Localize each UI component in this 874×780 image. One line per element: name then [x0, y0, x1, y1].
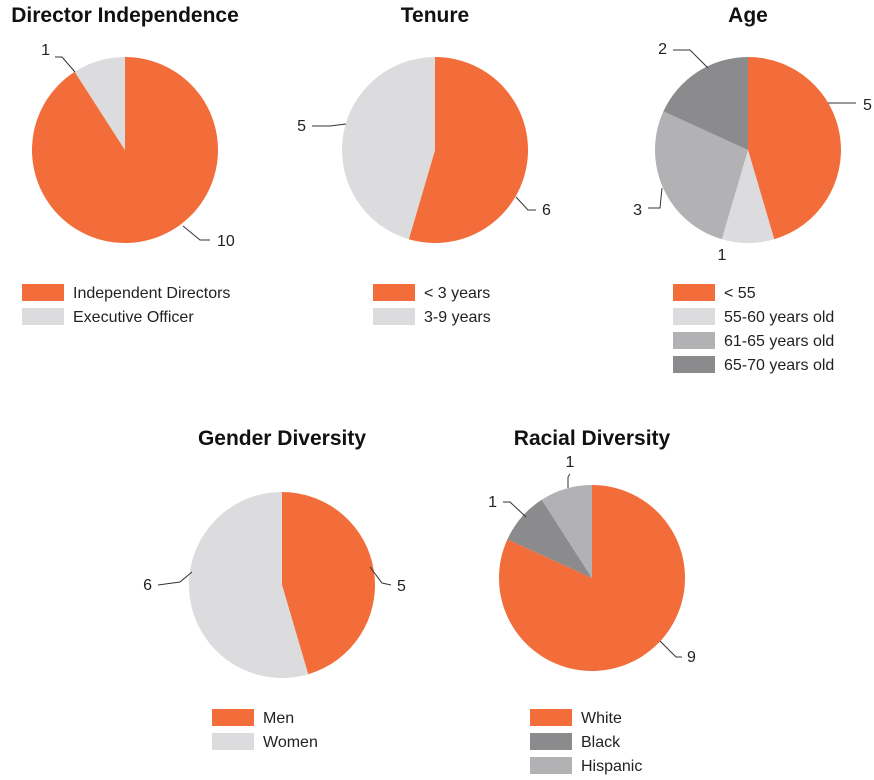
director-independence-legend-label-executive-officer: Executive Officer: [73, 309, 194, 326]
age-title: Age: [728, 4, 768, 27]
racial-diversity-leader-black: [503, 501, 527, 518]
director-independence-value-label-executive-officer: 1: [41, 42, 50, 59]
director-independence-legend-swatch-independent-directors: [22, 284, 64, 301]
racial-diversity-leader-hispanic: [567, 473, 571, 488]
director-independence-legend: Independent Directors Executive Officer: [22, 284, 230, 326]
age-value-label-65-70-years-old: 2: [658, 41, 667, 58]
director-independence-slice-executive-officer: [74, 57, 125, 150]
gender-diversity-legend-label-women: Women: [263, 734, 318, 751]
racial-diversity-slice-hispanic: [541, 485, 592, 578]
age-leader-65-70-years-old: [673, 49, 709, 69]
age-value-label-55: 5: [863, 97, 872, 114]
gender-diversity-value-label-men: 5: [397, 578, 406, 595]
director-independence-legend-swatch-executive-officer: [22, 308, 64, 325]
racial-diversity-slice-white: [498, 485, 685, 671]
racial-diversity-value-label-black: 1: [488, 494, 497, 511]
gender-diversity-slice-women: [188, 492, 309, 678]
tenure-legend-label-3-9-years: 3-9 years: [424, 309, 491, 326]
tenure-slice-3-9-years: [342, 57, 435, 240]
racial-diversity-legend: White Black Hispanic: [530, 709, 642, 775]
age-legend-swatch-61-65-years-old: [673, 332, 715, 349]
racial-diversity-legend-swatch-black: [530, 733, 572, 750]
gender-diversity-legend: Men Women: [212, 709, 318, 751]
gender-diversity-title: Gender Diversity: [198, 427, 366, 450]
racial-diversity-value-label-hispanic: 1: [566, 454, 575, 471]
age-legend-swatch-65-70-years-old: [673, 356, 715, 373]
tenure-leader-3-9-years: [312, 123, 347, 127]
tenure-legend: < 3 years 3-9 years: [373, 284, 491, 326]
tenure-value-label-3-9-years: 5: [297, 118, 306, 135]
gender-diversity-legend-label-men: Men: [263, 710, 294, 727]
tenure-value-label-3-years: 6: [542, 202, 551, 219]
tenure-title: Tenure: [401, 4, 469, 27]
racial-diversity-legend-swatch-hispanic: [530, 757, 572, 774]
age-legend: < 55 55-60 years old 61-65 years old 65-70 …: [673, 284, 834, 374]
age-leader-61-65-years-old: [648, 187, 663, 209]
racial-diversity-slice-black: [507, 499, 592, 578]
age-legend-label-55-60-years-old: 55-60 years old: [724, 309, 834, 326]
director-independence-chart: Director Independence 10 1 Independent Dire…: [11, 4, 239, 326]
age-chart: Age 5 1 3 2 < 55 55-60 years old 61-65 years ol…: [633, 4, 872, 374]
tenure-legend-swatch-3-9-years: [373, 308, 415, 325]
racial-diversity-chart: Racial Diversity 9 1 1 White Black Hispanic: [488, 427, 696, 775]
gender-diversity-slice-men: [282, 492, 375, 675]
racial-diversity-title: Racial Diversity: [514, 427, 671, 450]
age-slice-65-70-years-old: [663, 57, 748, 150]
director-independence-slice-independent-directors: [31, 57, 218, 243]
racial-diversity-legend-swatch-white: [530, 709, 572, 726]
age-legend-label-61-65-years-old: 61-65 years old: [724, 333, 834, 350]
director-independence-legend-label-independent-directors: Independent Directors: [73, 285, 230, 302]
gender-diversity-value-label-women: 6: [143, 577, 152, 594]
age-value-label-61-65-years-old: 3: [633, 202, 642, 219]
racial-diversity-leader-white: [659, 640, 682, 658]
director-independence-leader-executive-officer: [55, 56, 76, 73]
age-legend-swatch-55-60-years-old: [673, 308, 715, 325]
racial-diversity-value-label-white: 9: [687, 649, 696, 666]
tenure-legend-swatch-3-years: [373, 284, 415, 301]
director-independence-value-label-independent-directors: 10: [217, 233, 235, 250]
racial-diversity-legend-label-white: White: [581, 710, 622, 727]
gender-diversity-leader-men: [369, 566, 392, 586]
racial-diversity-legend-label-black: Black: [581, 734, 621, 751]
age-slice-61-65-years-old: [654, 111, 748, 240]
tenure-leader-3-years: [515, 196, 536, 211]
gender-diversity-chart: Gender Diversity 5 6 Men Women: [143, 427, 406, 751]
tenure-legend-label-3-years: < 3 years: [424, 285, 490, 302]
age-slice-55-60-years-old: [721, 150, 775, 243]
gender-diversity-leader-women: [157, 571, 193, 586]
tenure-chart: Tenure 6 5 < 3 years 3-9 years: [297, 4, 551, 326]
tenure-slice-3-years: [408, 57, 529, 244]
age-legend-label-65-70-years-old: 65-70 years old: [724, 357, 834, 374]
age-slice-55: [748, 57, 841, 240]
racial-diversity-legend-label-hispanic: Hispanic: [581, 758, 642, 775]
age-legend-swatch-55: [673, 284, 715, 301]
gender-diversity-legend-swatch-men: [212, 709, 254, 726]
director-independence-leader-independent-directors: [182, 225, 210, 241]
gender-diversity-legend-swatch-women: [212, 733, 254, 750]
age-value-label-55-60-years-old: 1: [718, 247, 727, 264]
director-independence-title: Director Independence: [11, 4, 239, 27]
age-legend-label-55: < 55: [724, 285, 756, 302]
